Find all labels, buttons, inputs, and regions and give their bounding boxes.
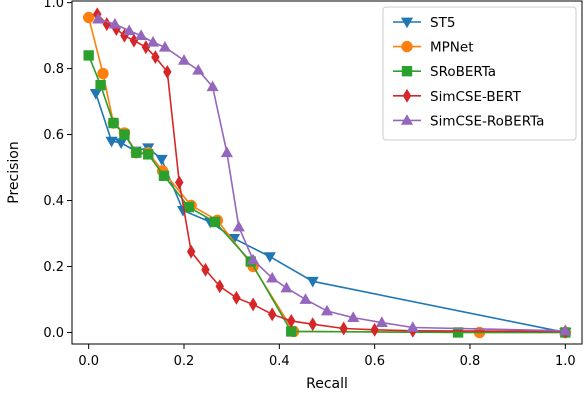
x-tick-label: 0.6 [364, 354, 385, 369]
data-point [206, 80, 219, 92]
data-point [347, 311, 360, 323]
legend-label: MPNet [430, 40, 474, 56]
y-axis-ticks: 0.0 0.2 0.4 0.6 0.8 1.0 [43, 0, 72, 341]
legend-marker [400, 114, 414, 125]
data-point [320, 304, 334, 316]
legend-label: ST5 [430, 15, 455, 31]
data-point [135, 29, 148, 41]
legend-marker [400, 17, 414, 29]
x-tick-label: 0.0 [78, 354, 99, 369]
data-point [95, 79, 106, 91]
x-tick-label: 1.0 [555, 354, 576, 369]
data-point [183, 201, 194, 213]
data-point [267, 307, 277, 322]
y-tick-label: 0.6 [43, 128, 64, 143]
legend-label: SRoBERTa [430, 64, 496, 80]
data-point [308, 317, 317, 332]
legend-marker [401, 66, 413, 77]
data-point [92, 12, 105, 24]
data-point [247, 253, 260, 265]
data-point [306, 276, 319, 288]
data-point [232, 290, 241, 305]
data-point [186, 244, 196, 259]
data-point [97, 67, 109, 80]
data-point [151, 50, 160, 65]
data-point [177, 54, 191, 65]
legend-marker [402, 88, 412, 103]
x-tick-label: 0.2 [174, 354, 195, 369]
y-tick-label: 1.0 [43, 0, 64, 11]
x-axis-ticks: 0.0 0.2 0.4 0.6 0.8 1.0 [78, 344, 576, 369]
data-point [263, 252, 276, 263]
data-point [201, 262, 210, 277]
data-point [220, 146, 233, 158]
data-point [131, 147, 142, 158]
x-tick-label: 0.8 [460, 354, 481, 369]
data-point [123, 24, 136, 36]
data-point [339, 321, 348, 336]
data-point [119, 129, 130, 140]
data-point [158, 170, 170, 181]
data-point [375, 316, 388, 327]
data-point [158, 40, 172, 52]
x-tick-label: 0.4 [269, 354, 290, 369]
data-point [266, 271, 279, 283]
data-point [280, 281, 293, 293]
data-point [192, 64, 205, 75]
data-point [286, 326, 297, 337]
legend-entry: SimCSE-BERT [393, 89, 522, 105]
data-point [215, 279, 224, 294]
legend-label: SimCSE-RoBERTa [430, 113, 544, 129]
plot-frame [71, 0, 583, 345]
legend-marker [401, 40, 413, 53]
y-tick-label: 0.8 [43, 62, 64, 77]
y-axis-label: Precision [6, 141, 22, 203]
legend-entry: SimCSE-RoBERTa [393, 113, 544, 129]
y-tick-label: 0.4 [43, 194, 64, 209]
data-point [559, 324, 572, 336]
y-tick-label: 0.0 [43, 326, 64, 341]
legend-entry: MPNet [393, 40, 474, 56]
data-point [155, 154, 168, 166]
legend-label: SimCSE-BERT [430, 89, 522, 105]
data-point [108, 117, 119, 129]
data-point [108, 17, 121, 29]
data-point [82, 11, 95, 24]
data-point [248, 297, 258, 312]
legend-entry: ST5 [393, 15, 455, 31]
series-layer [82, 7, 572, 339]
data-point [232, 220, 245, 232]
y-tick-label: 0.2 [43, 260, 64, 275]
series-simcse-roberta [92, 12, 572, 336]
data-point [105, 136, 118, 148]
data-point [83, 50, 94, 61]
legend-entry: SRoBERTa [393, 64, 496, 80]
data-point [163, 64, 172, 79]
data-point [299, 293, 312, 304]
data-point [287, 313, 296, 328]
data-point [406, 321, 419, 332]
data-point [175, 175, 184, 190]
data-point [370, 322, 379, 337]
data-point [146, 36, 160, 47]
x-axis-label: Recall [306, 376, 348, 392]
data-point [143, 149, 154, 160]
data-point [209, 216, 221, 228]
legend: ST5 MPNet SRoBERTa SimCSE-BERT SimCSE-RoBERT… [382, 6, 577, 141]
legend-box [382, 6, 577, 141]
